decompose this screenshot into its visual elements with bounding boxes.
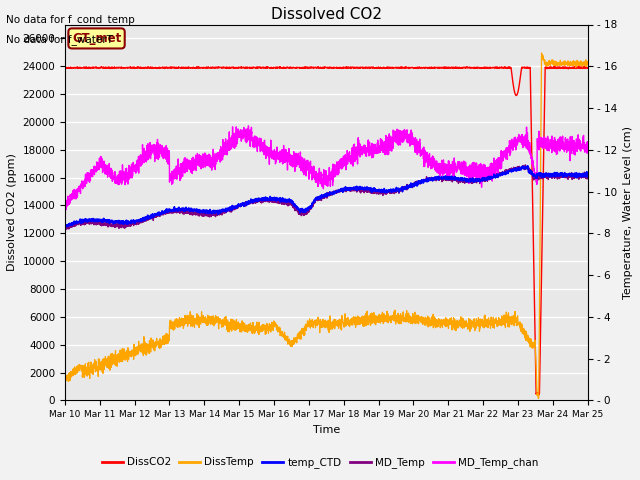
Text: GT_met: GT_met — [72, 32, 121, 45]
Y-axis label: Temperature, Water Level (cm): Temperature, Water Level (cm) — [623, 126, 633, 299]
X-axis label: Time: Time — [312, 425, 340, 435]
Y-axis label: Dissolved CO2 (ppm): Dissolved CO2 (ppm) — [7, 154, 17, 271]
Title: Dissolved CO2: Dissolved CO2 — [271, 7, 381, 22]
Legend: DissCO2, DissTemp, temp_CTD, MD_Temp, MD_Temp_chan: DissCO2, DissTemp, temp_CTD, MD_Temp, MD… — [98, 453, 542, 472]
Text: No data for f_waterT: No data for f_waterT — [6, 34, 113, 45]
Text: No data for f_cond_temp: No data for f_cond_temp — [6, 14, 135, 25]
